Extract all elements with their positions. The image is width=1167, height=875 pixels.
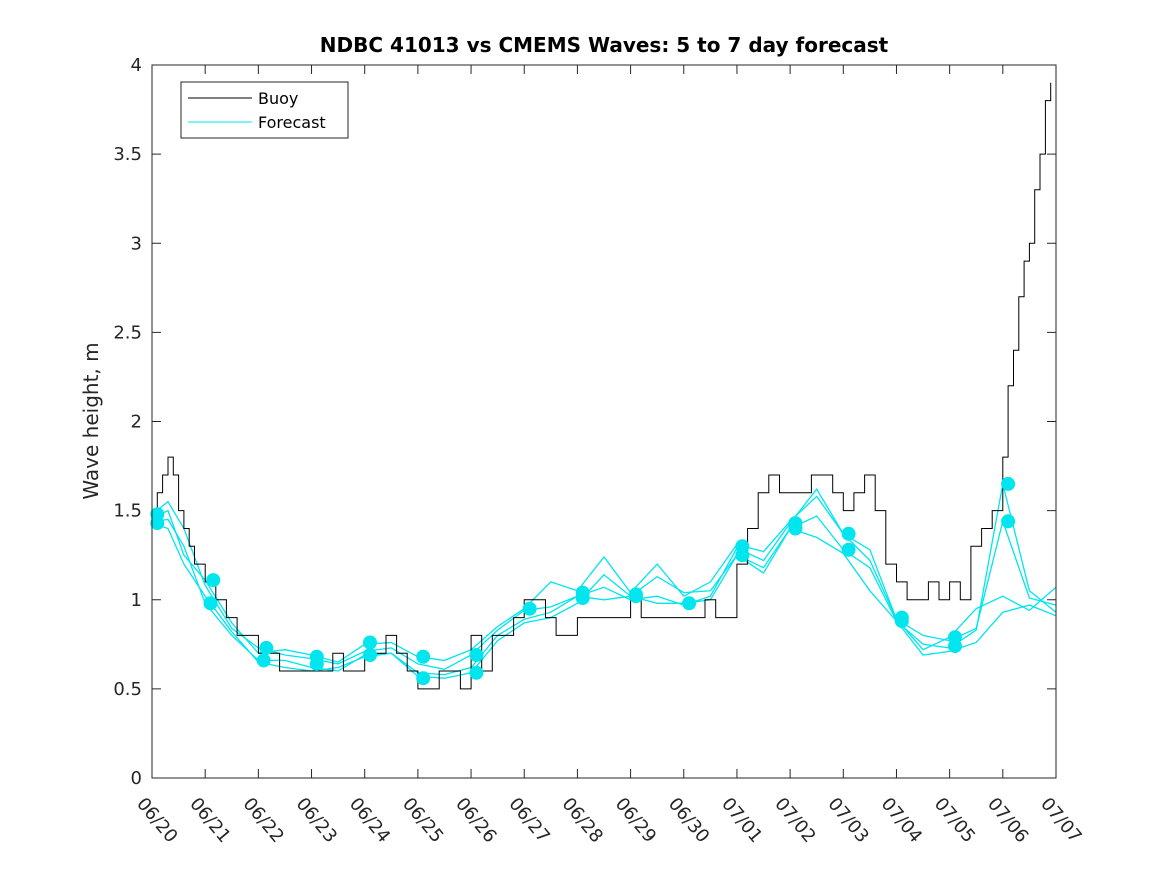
y-tick-label: 2.5 — [113, 322, 142, 343]
forecast-start-marker — [203, 596, 218, 611]
y-axis-ticks: 0 0.5 1 1.5 2 2.5 3 3.5 4 — [113, 55, 1056, 789]
legend-forecast-label: Forecast — [258, 113, 326, 132]
forecast-start-marker — [948, 639, 962, 654]
forecast-start-marker — [788, 521, 803, 536]
y-tick-label: 3.5 — [113, 144, 142, 165]
forecast-start-marker — [309, 649, 324, 664]
marker-layer — [150, 476, 1016, 686]
forecast-start-marker — [206, 573, 221, 588]
forecast-start-marker — [575, 591, 590, 605]
forecast-start-marker — [469, 665, 484, 680]
forecast-start-marker — [363, 648, 377, 662]
y-tick-label: 0 — [131, 768, 142, 789]
forecast-start-marker — [1001, 514, 1016, 529]
y-tick-label: 1.5 — [113, 501, 142, 522]
forecast-start-marker — [894, 614, 909, 629]
forecast-start-marker — [522, 601, 537, 616]
plot-frame — [151, 64, 1057, 779]
forecast-start-marker — [416, 649, 431, 664]
forecast-start-marker — [416, 671, 431, 686]
y-tick-label: 1 — [131, 590, 142, 611]
y-axis-label: Wave height, m — [79, 342, 103, 499]
forecast-start-marker — [259, 640, 274, 655]
forecast-start-marker — [841, 526, 856, 541]
legend: Buoy Forecast — [180, 81, 349, 139]
forecast-start-marker — [469, 648, 484, 662]
forecast-start-marker — [628, 589, 643, 604]
chart-title: NDBC 41013 vs CMEMS Waves: 5 to 7 day fo… — [320, 33, 889, 57]
buoy-series-line — [152, 82, 1052, 690]
forecast-start-marker — [682, 596, 697, 611]
forecast-start-marker — [363, 635, 377, 650]
forecast-start-marker — [735, 548, 750, 563]
y-tick-label: 3 — [131, 233, 142, 254]
y-tick-label: 4 — [131, 55, 142, 76]
forecast-start-marker — [150, 516, 165, 531]
legend-box — [180, 81, 349, 139]
y-tick-label: 0.5 — [113, 679, 142, 700]
forecast-start-marker — [841, 542, 856, 557]
legend-buoy-label: Buoy — [258, 89, 298, 108]
forecast-start-marker — [1001, 476, 1016, 491]
y-tick-label: 2 — [131, 412, 142, 433]
forecast-start-marker — [256, 653, 271, 668]
